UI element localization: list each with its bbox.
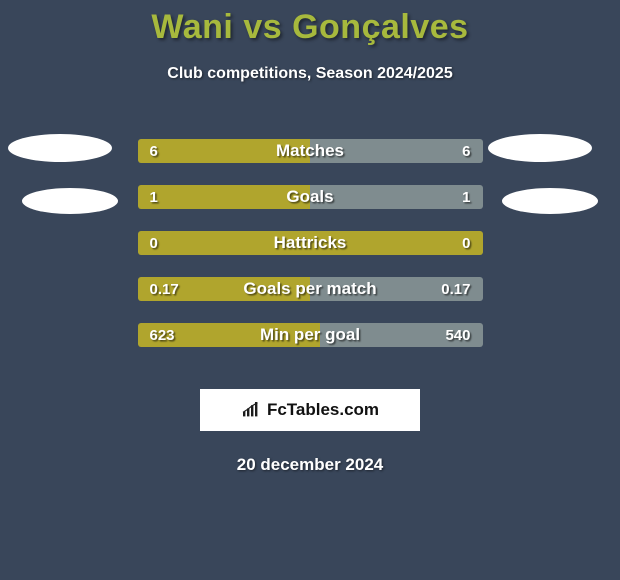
bar-right-fill [310, 185, 483, 209]
brand-box[interactable]: FcTables.com [200, 389, 420, 431]
bar-left-fill [138, 277, 311, 301]
bar-right-fill [310, 139, 483, 163]
bar-right-fill [320, 323, 482, 347]
stat-row: Hattricks00 [138, 231, 483, 255]
brand-chart-icon [241, 402, 261, 418]
stat-row: Goals per match0.170.17 [138, 277, 483, 301]
player-left-marker-2 [22, 188, 118, 214]
subtitle: Club competitions, Season 2024/2025 [0, 65, 620, 83]
bar-left-fill [138, 185, 311, 209]
stat-row: Min per goal623540 [138, 323, 483, 347]
bar-left-fill [138, 231, 483, 255]
stat-row: Matches66 [138, 139, 483, 163]
comparison-card: Wani vs Gonçalves Club competitions, Sea… [0, 0, 620, 580]
bar-left-fill [138, 323, 321, 347]
bars-container: Matches66 Goals11 Hattricks00 Goals per mat… [138, 111, 483, 347]
bar-left-fill [138, 139, 311, 163]
date-text: 20 december 2024 [0, 455, 620, 475]
brand-text: FcTables.com [267, 400, 379, 420]
stats-area: Matches66 Goals11 Hattricks00 Goals per mat… [0, 111, 620, 371]
player-right-marker-2 [502, 188, 598, 214]
page-title: Wani vs Gonçalves [0, 0, 620, 47]
stat-row: Goals11 [138, 185, 483, 209]
bar-right-fill [310, 277, 483, 301]
player-left-marker-1 [8, 134, 112, 162]
player-right-marker-1 [488, 134, 592, 162]
